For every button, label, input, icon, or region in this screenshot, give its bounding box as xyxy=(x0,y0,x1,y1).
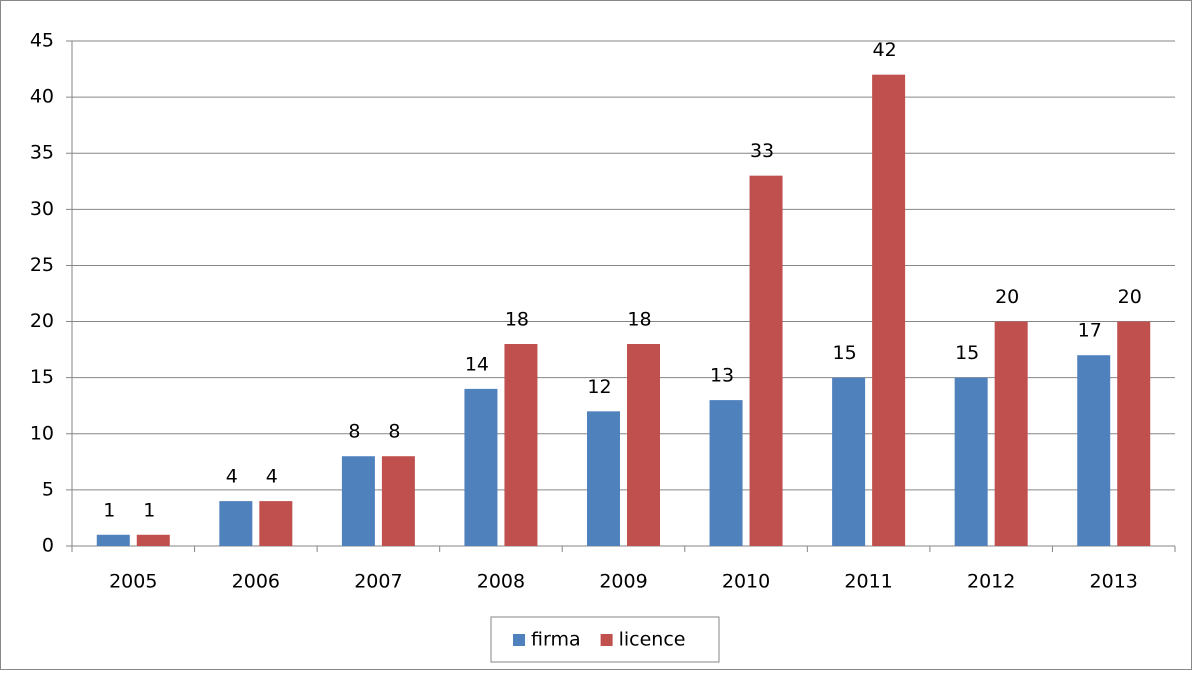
y-tick-label: 0 xyxy=(42,535,54,557)
bar xyxy=(219,501,253,546)
data-label: 14 xyxy=(465,353,489,375)
bar xyxy=(464,388,498,546)
bar xyxy=(259,501,293,546)
x-tick-label: 2005 xyxy=(109,571,157,593)
legend-swatch xyxy=(600,634,613,646)
data-label: 13 xyxy=(710,365,734,387)
y-tick-label: 35 xyxy=(30,142,54,164)
y-tick-label: 15 xyxy=(30,366,54,388)
bar xyxy=(587,411,620,546)
data-label: 33 xyxy=(750,140,774,162)
bar xyxy=(341,456,375,546)
x-tick-label: 2007 xyxy=(354,571,402,593)
y-tick-label: 30 xyxy=(30,198,54,220)
legend-label: firma xyxy=(531,629,581,651)
bar xyxy=(504,344,538,546)
data-label: 8 xyxy=(348,421,360,443)
data-label: 42 xyxy=(873,39,897,61)
bar xyxy=(627,344,660,546)
data-label: 4 xyxy=(266,466,278,488)
bar xyxy=(749,175,783,546)
y-tick-label: 5 xyxy=(42,478,54,500)
data-label: 1 xyxy=(103,499,115,521)
data-label: 8 xyxy=(388,421,400,443)
x-tick-label: 2008 xyxy=(477,571,525,593)
bar xyxy=(381,456,415,546)
data-label: 20 xyxy=(1118,286,1142,308)
x-tick-label: 2010 xyxy=(722,571,770,593)
data-label: 18 xyxy=(505,309,529,331)
bar xyxy=(954,377,988,546)
data-label: 20 xyxy=(995,286,1019,308)
legend-label: licence xyxy=(619,629,686,651)
x-tick-label: 2012 xyxy=(967,571,1015,593)
y-tick-label: 25 xyxy=(30,254,54,276)
x-tick-label: 2009 xyxy=(599,571,647,593)
bar xyxy=(832,377,866,546)
x-tick-label: 2011 xyxy=(844,571,892,593)
data-label: 15 xyxy=(833,342,857,364)
bar xyxy=(872,74,906,547)
y-tick-label: 20 xyxy=(30,310,54,332)
bar xyxy=(96,534,130,546)
y-tick-label: 45 xyxy=(30,30,54,52)
x-tick-label: 2013 xyxy=(1090,571,1138,593)
bar xyxy=(1077,355,1111,546)
data-label: 4 xyxy=(226,466,238,488)
y-tick-label: 40 xyxy=(30,86,54,108)
bar xyxy=(1117,321,1151,546)
y-tick-label: 10 xyxy=(30,422,54,444)
data-label: 1 xyxy=(143,499,155,521)
bar xyxy=(994,321,1028,546)
data-label: 15 xyxy=(955,342,979,364)
x-tick-label: 2006 xyxy=(232,571,280,593)
data-label: 17 xyxy=(1078,320,1102,342)
data-label: 18 xyxy=(627,309,651,331)
bar xyxy=(136,534,170,546)
legend-swatch xyxy=(513,634,525,646)
data-label: 12 xyxy=(587,376,611,398)
bar xyxy=(709,400,743,546)
